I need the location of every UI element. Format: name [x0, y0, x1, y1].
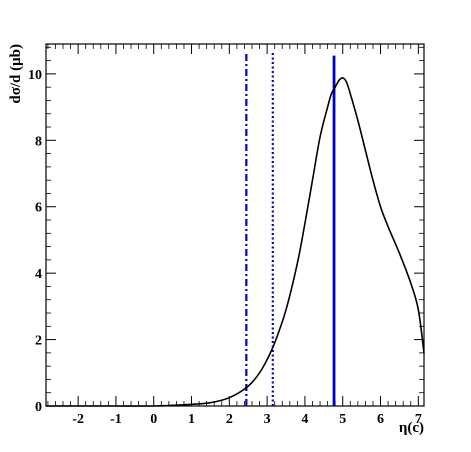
x-tick-labels: -2 -1 0 1 2 3 4 5 6 7	[72, 412, 422, 427]
y-tick-labels: 0 2 4 6 8 10	[28, 68, 42, 415]
major-ticks	[46, 44, 424, 407]
y-tick-label: 0	[35, 400, 42, 415]
x-tick-label: 0	[150, 412, 157, 427]
y-tick-label: 6	[35, 201, 42, 216]
vertical-lines	[245, 52, 336, 406]
x-axis-label: η(c)	[399, 420, 424, 436]
y-axis-label: dσ/d (μb)	[8, 44, 24, 104]
y-tick-label: 4	[35, 267, 42, 282]
y-tick-label: 2	[35, 334, 42, 349]
x-tick-label: 3	[264, 412, 271, 427]
y-tick-label: 8	[35, 134, 42, 149]
x-tick-label: 2	[226, 412, 233, 427]
series-line	[46, 77, 425, 407]
plot-frame	[45, 43, 425, 407]
y-tick-label: 10	[28, 68, 42, 83]
x-tick-label: 5	[339, 412, 346, 427]
minor-ticks	[46, 44, 424, 406]
x-tick-label: -2	[72, 412, 84, 427]
x-tick-label: 7	[415, 412, 422, 427]
x-tick-label: 6	[377, 412, 384, 427]
x-tick-label: 1	[188, 412, 195, 427]
x-tick-label: -1	[110, 412, 122, 427]
x-tick-label: 4	[301, 412, 308, 427]
